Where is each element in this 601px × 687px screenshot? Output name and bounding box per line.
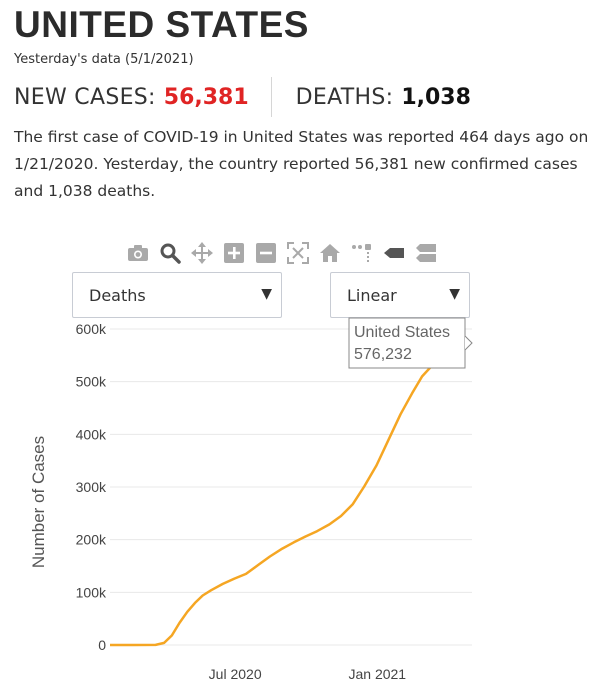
x-axis: Jul 2020 Jan 2021 (209, 666, 407, 682)
y-tick-label: 500k (76, 374, 107, 390)
y-tick-label: 300k (76, 479, 107, 495)
metric-select-value: Deaths (89, 285, 146, 305)
deaths-value: 1,038 (401, 84, 471, 110)
zoom-icon[interactable] (158, 241, 182, 265)
hover-tooltip: United States 576,232 (348, 317, 473, 369)
y-axis: 0 100k 200k 300k 400k 500k 600k (76, 321, 107, 653)
hover-closest-icon[interactable] (382, 241, 406, 265)
tooltip-pointer (464, 335, 473, 351)
tooltip-value: 576,232 (354, 346, 412, 363)
stats-bar: NEW CASES: 56,381 DEATHS: 1,038 (14, 77, 471, 117)
zoom-in-icon[interactable] (222, 241, 246, 265)
deaths-line-chart[interactable]: 0 100k 200k 300k 400k 500k 600k Jul 2020 Jan 20… (0, 310, 601, 687)
spike-lines-icon[interactable] (350, 241, 374, 265)
series-line (110, 340, 471, 647)
new-cases-value: 56,381 (163, 84, 249, 110)
summary-text: The first case of COVID-19 in United Sta… (14, 128, 589, 200)
chart-grid (110, 328, 472, 646)
autoscale-icon[interactable] (286, 241, 310, 265)
reset-axes-icon[interactable] (318, 241, 342, 265)
y-tick-label: 600k (76, 321, 107, 337)
scale-select-value: Linear (347, 285, 397, 305)
chevron-down-icon: ▼ (449, 286, 460, 302)
data-date-subtitle: Yesterday's data (5/1/2021) (14, 52, 194, 67)
y-tick-label: 200k (76, 532, 107, 548)
metric-select[interactable]: Deaths ▼ (72, 272, 282, 318)
deaths-label: DEATHS: (295, 84, 394, 110)
stats-divider (270, 77, 272, 117)
chart-modebar (126, 240, 438, 266)
x-tick-label: Jan 2021 (348, 666, 406, 682)
chart-series (110, 340, 471, 647)
tooltip-series-name: United States (354, 324, 450, 341)
page-title: UNITED STATES (14, 4, 309, 45)
camera-icon[interactable] (126, 241, 150, 265)
chevron-down-icon: ▼ (261, 286, 272, 302)
new-cases-label: NEW CASES: (14, 84, 156, 110)
hover-compare-icon[interactable] (414, 241, 438, 265)
y-tick-label: 400k (76, 426, 107, 442)
x-tick-label: Jul 2020 (209, 666, 262, 682)
zoom-out-icon[interactable] (254, 241, 278, 265)
y-tick-label: 100k (76, 584, 107, 600)
scale-select[interactable]: Linear ▼ (330, 272, 470, 318)
y-tick-label: 0 (98, 637, 106, 653)
pan-icon[interactable] (190, 241, 214, 265)
tooltip-box (348, 317, 466, 369)
y-axis-title: Number of Cases (29, 436, 48, 568)
